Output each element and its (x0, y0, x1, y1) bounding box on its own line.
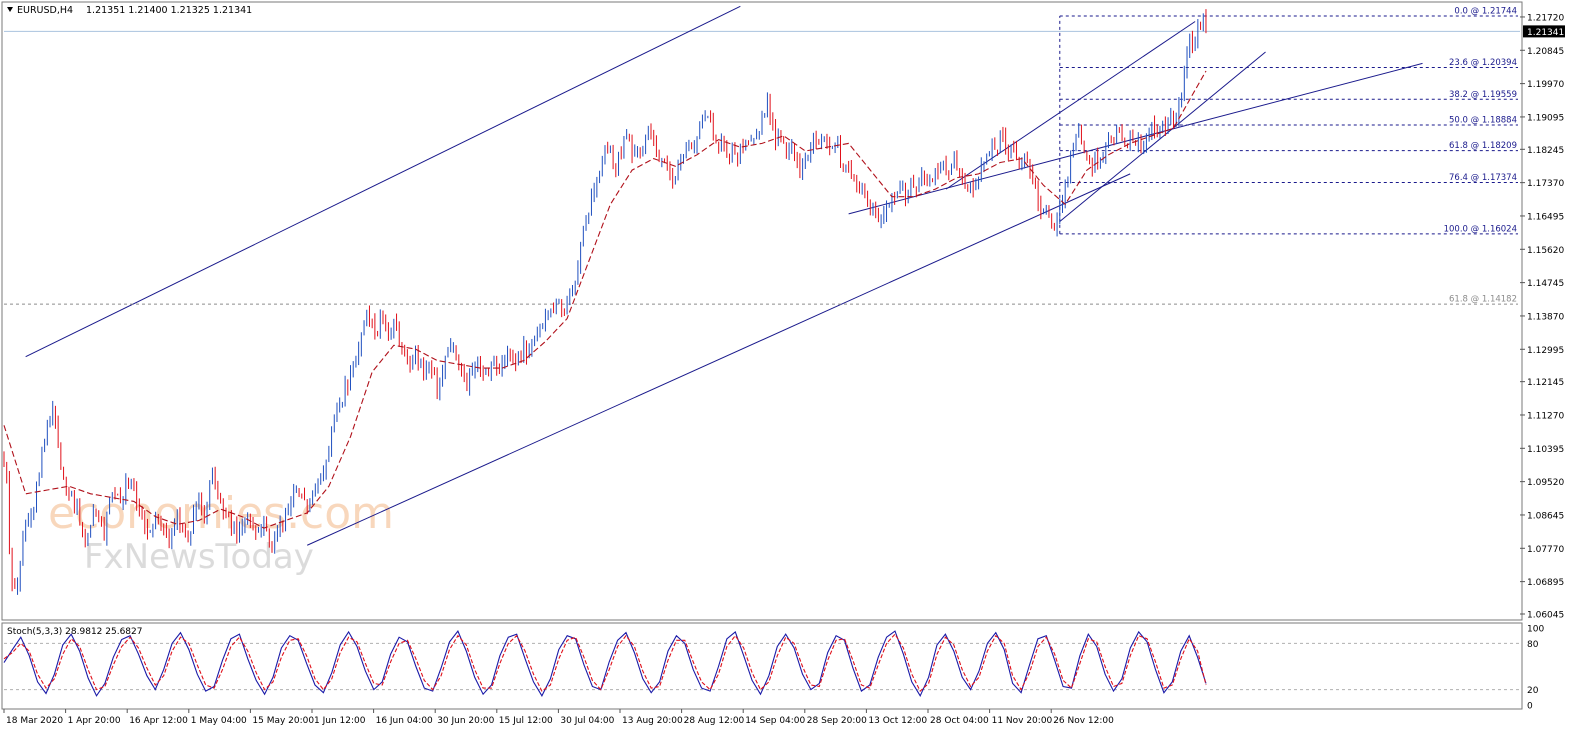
price-tick-label: 1.19970 (1527, 80, 1564, 90)
price-tick-label: 1.12145 (1527, 378, 1564, 388)
time-tick-label: 30 Jun 20:00 (437, 716, 494, 726)
price-tick-label: 1.10395 (1527, 445, 1564, 455)
time-tick-label: 16 Jun 04:00 (376, 716, 433, 726)
current-price-label: 1.21341 (1527, 28, 1564, 38)
time-tick-label: 28 Sep 20:00 (807, 716, 867, 726)
fib-level-label: 61.8 @ 1.18209 (1449, 141, 1517, 151)
oscillator-tick-label: 100 (1527, 625, 1544, 635)
price-tick-label: 1.06895 (1527, 578, 1564, 588)
fib-level-label: 0.0 @ 1.21744 (1454, 7, 1517, 17)
price-tick-label: 1.20845 (1527, 47, 1564, 57)
stochastic-signal-line (3, 633, 1207, 692)
stochastic-main-line (3, 630, 1207, 697)
trendline (306, 173, 1131, 546)
time-tick-label: 15 Jul 12:00 (499, 716, 553, 726)
oscillator-title: Stoch(5,3,3) 28.9812 25.6827 (7, 627, 142, 637)
trendline (945, 21, 1196, 190)
price-tick-label: 1.06045 (1527, 611, 1564, 621)
oscillator-panel-frame (1, 622, 1523, 710)
collapse-triangle-icon[interactable] (7, 7, 13, 12)
price-tick-label: 1.14745 (1527, 279, 1564, 289)
time-axis: 18 Mar 2020 1 Apr 20:00 16 Apr 12:00 1 May … (3, 709, 1114, 726)
time-tick-label: 18 Mar 2020 (6, 716, 63, 726)
fib-level-label: 76.4 @ 1.17374 (1449, 173, 1517, 183)
price-tick-label: 1.15620 (1527, 246, 1564, 256)
time-tick-label: 28 Aug 12:00 (684, 716, 745, 726)
time-tick-label: 26 Nov 12:00 (1053, 716, 1114, 726)
time-tick-label: 1 Jun 12:00 (314, 716, 366, 726)
price-panel-frame (1, 1, 1523, 621)
price-tick-label: 1.08645 (1527, 511, 1564, 521)
time-tick-label: 28 Oct 04:00 (930, 716, 989, 726)
price-tick-label: 1.18245 (1527, 146, 1564, 156)
time-tick-label: 1 May 04:00 (191, 716, 247, 726)
current-price-marker: 1.21341 (1523, 25, 1565, 38)
oscillator-tick-label: 0 (1527, 702, 1533, 712)
trendlines[interactable] (25, 5, 1423, 546)
watermark-fxnewstoday: FxNewsToday (84, 537, 314, 577)
oscillator-tick-label: 20 (1527, 686, 1539, 696)
price-tick-label: 1.13870 (1527, 312, 1564, 322)
oscillator-tick-label: 80 (1527, 640, 1539, 650)
time-tick-label: 14 Sep 04:00 (745, 716, 805, 726)
time-tick-label: 13 Aug 20:00 (622, 716, 683, 726)
time-tick-label: 1 Apr 20:00 (68, 716, 121, 726)
price-tick-label: 1.12995 (1527, 346, 1564, 356)
price-tick-label: 1.09520 (1527, 478, 1564, 488)
price-tick-label: 1.17370 (1527, 179, 1564, 189)
long-fib-level-label: 61.8 @ 1.14182 (1449, 295, 1517, 305)
stochastic-oscillator: 100 80 20 0 (3, 625, 1544, 712)
time-tick-label: 16 Apr 12:00 (129, 716, 188, 726)
trendline (848, 62, 1423, 215)
time-tick-label: 13 Oct 12:00 (868, 716, 927, 726)
trendline (25, 5, 741, 358)
fib-level-label: 50.0 @ 1.18884 (1449, 115, 1517, 125)
price-tick-label: 1.16495 (1527, 212, 1564, 222)
current-price-box (1523, 25, 1565, 38)
fibonacci-retracement[interactable]: 0.0 @ 1.21744 23.6 @ 1.20394 38.2 @ 1.1955… (4, 7, 1518, 305)
time-tick-label: 11 Nov 20:00 (992, 716, 1053, 726)
moving-average (3, 70, 1207, 529)
ohlc-values: 1.21351 1.21400 1.21325 1.21341 (86, 5, 252, 16)
trendline (1059, 51, 1266, 222)
fib-level-label: 38.2 @ 1.19559 (1449, 90, 1517, 100)
fib-level-label: 100.0 @ 1.16024 (1444, 224, 1517, 234)
price-tick-label: 1.11270 (1527, 411, 1564, 421)
moving-average-line (3, 70, 1207, 529)
price-tick-label: 1.07770 (1527, 545, 1564, 555)
price-axis: 1.21720 1.20845 1.19970 1.19095 1.18245 1.173… (1520, 13, 1564, 621)
price-tick-label: 1.21720 (1527, 13, 1564, 23)
symbol-timeframe: EURUSD,H4 (17, 5, 73, 16)
price-tick-label: 1.19095 (1527, 113, 1564, 123)
time-tick-label: 15 May 20:00 (252, 716, 314, 726)
chart-header: EURUSD,H4 1.21351 1.21400 1.21325 1.2134… (7, 5, 252, 16)
fib-level-label: 23.6 @ 1.20394 (1449, 58, 1517, 68)
time-tick-label: 30 Jul 04:00 (560, 716, 614, 726)
candlesticks (3, 9, 1207, 595)
